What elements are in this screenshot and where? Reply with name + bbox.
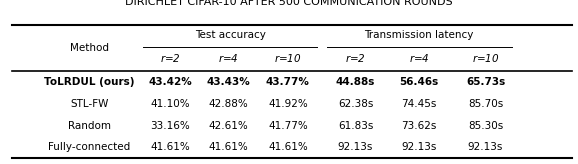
Text: $r$=4: $r$=4 [218, 52, 239, 64]
Text: 56.46s: 56.46s [399, 77, 439, 87]
Text: Fully-connected: Fully-connected [49, 142, 131, 152]
Text: 41.92%: 41.92% [268, 99, 307, 109]
Text: 65.73s: 65.73s [466, 77, 505, 87]
Text: 92.13s: 92.13s [338, 142, 373, 152]
Text: 44.88s: 44.88s [336, 77, 375, 87]
Text: Test accuracy: Test accuracy [195, 30, 265, 40]
Text: 85.70s: 85.70s [468, 99, 503, 109]
Text: 43.42%: 43.42% [149, 77, 192, 87]
Text: $r$=2: $r$=2 [345, 52, 366, 64]
Text: DIRICHLET CIFAR-10 AFTER 500 COMMUNICATION ROUNDS: DIRICHLET CIFAR-10 AFTER 500 COMMUNICATI… [125, 0, 453, 7]
Text: 41.77%: 41.77% [268, 121, 307, 131]
Text: STL-FW: STL-FW [71, 99, 109, 109]
Text: 73.62s: 73.62s [401, 121, 437, 131]
Text: 43.77%: 43.77% [266, 77, 310, 87]
Text: 41.10%: 41.10% [151, 99, 190, 109]
Text: Transmission latency: Transmission latency [364, 30, 474, 40]
Text: 41.61%: 41.61% [268, 142, 307, 152]
Text: 74.45s: 74.45s [401, 99, 437, 109]
Text: 61.83s: 61.83s [338, 121, 373, 131]
Text: 92.13s: 92.13s [468, 142, 503, 152]
Text: 33.16%: 33.16% [151, 121, 190, 131]
Text: 42.61%: 42.61% [209, 121, 248, 131]
Text: Random: Random [68, 121, 111, 131]
Text: 41.61%: 41.61% [151, 142, 190, 152]
Text: $r$=10: $r$=10 [274, 52, 302, 64]
Text: Method: Method [70, 43, 109, 52]
Text: 43.43%: 43.43% [206, 77, 250, 87]
Text: ToLRDUL (ours): ToLRDUL (ours) [45, 77, 135, 87]
Text: $r$=10: $r$=10 [472, 52, 499, 64]
Text: $r$=2: $r$=2 [160, 52, 181, 64]
Text: 85.30s: 85.30s [468, 121, 503, 131]
Text: 92.13s: 92.13s [401, 142, 437, 152]
Text: $r$=4: $r$=4 [409, 52, 429, 64]
Text: 42.88%: 42.88% [209, 99, 248, 109]
Text: 62.38s: 62.38s [338, 99, 373, 109]
Text: 41.61%: 41.61% [209, 142, 248, 152]
